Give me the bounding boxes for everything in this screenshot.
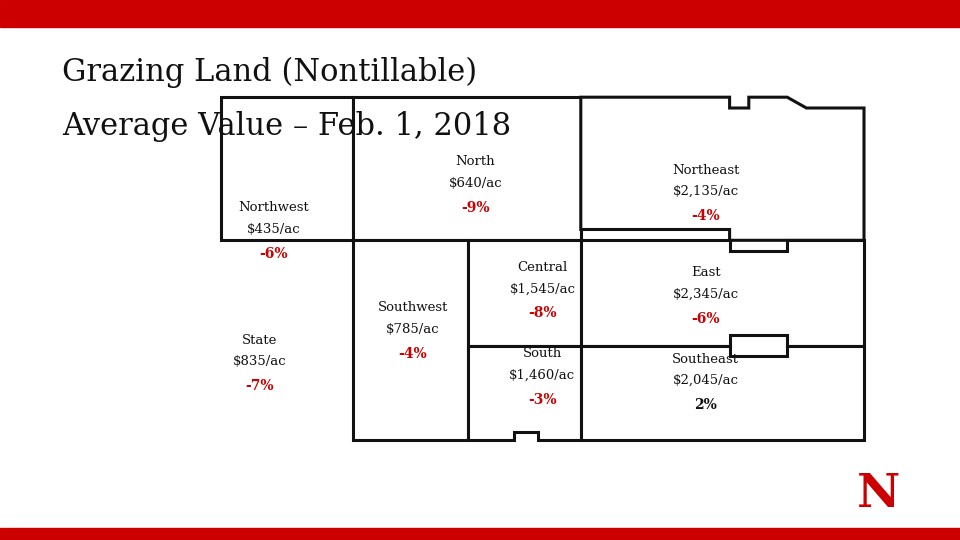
- Bar: [0, 0, 960, 27]
- Text: $2,345/ac: $2,345/ac: [673, 288, 738, 301]
- Text: Average Value – Feb. 1, 2018: Average Value – Feb. 1, 2018: [62, 111, 512, 141]
- Text: East: East: [691, 266, 720, 279]
- Text: Southwest: Southwest: [377, 301, 448, 314]
- Polygon shape: [221, 97, 353, 240]
- Text: -7%: -7%: [245, 379, 274, 393]
- Polygon shape: [581, 240, 864, 346]
- Text: $435/ac: $435/ac: [247, 223, 300, 236]
- Text: -9%: -9%: [461, 201, 490, 215]
- Text: Northwest: Northwest: [238, 201, 309, 214]
- Text: Grazing Land (Nontillable): Grazing Land (Nontillable): [62, 57, 477, 88]
- Text: -6%: -6%: [259, 247, 288, 261]
- Polygon shape: [581, 346, 864, 440]
- Text: 2%: 2%: [694, 398, 717, 412]
- Polygon shape: [353, 240, 468, 440]
- Text: -4%: -4%: [398, 347, 427, 361]
- Text: -4%: -4%: [691, 209, 720, 223]
- Text: $1,460/ac: $1,460/ac: [510, 369, 575, 382]
- Text: Northeast: Northeast: [672, 164, 739, 177]
- Polygon shape: [468, 240, 581, 346]
- Text: -8%: -8%: [528, 306, 557, 320]
- Text: $2,045/ac: $2,045/ac: [673, 374, 738, 387]
- Polygon shape: [468, 346, 581, 440]
- Text: North: North: [455, 156, 495, 168]
- Text: Southeast: Southeast: [672, 353, 739, 366]
- Text: $640/ac: $640/ac: [448, 177, 502, 190]
- Text: $2,135/ac: $2,135/ac: [673, 185, 738, 198]
- Text: $785/ac: $785/ac: [386, 323, 440, 336]
- Text: $835/ac: $835/ac: [232, 355, 286, 368]
- Text: South: South: [523, 347, 562, 360]
- Text: -6%: -6%: [691, 312, 720, 326]
- Polygon shape: [581, 97, 864, 240]
- Bar: [0, 528, 960, 540]
- Text: State: State: [242, 334, 276, 347]
- Polygon shape: [353, 97, 581, 240]
- Text: $1,545/ac: $1,545/ac: [510, 282, 575, 295]
- Text: N: N: [856, 471, 900, 517]
- Text: -3%: -3%: [528, 393, 557, 407]
- Text: Central: Central: [517, 261, 567, 274]
